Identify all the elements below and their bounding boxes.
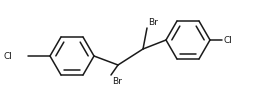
Text: Br: Br bbox=[112, 77, 122, 85]
Text: Cl: Cl bbox=[224, 36, 233, 44]
Text: Br: Br bbox=[148, 18, 158, 26]
Text: Cl: Cl bbox=[4, 52, 13, 60]
